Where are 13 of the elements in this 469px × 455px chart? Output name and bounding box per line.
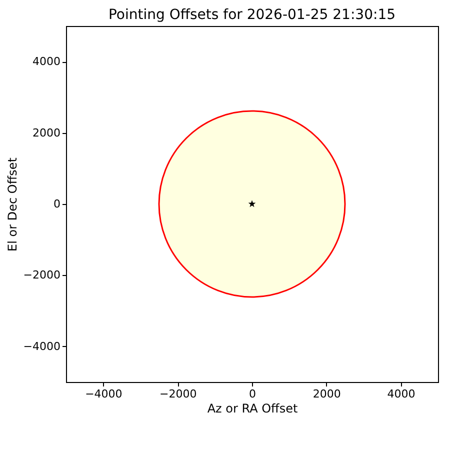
x-tick-label: −4000 <box>85 388 122 400</box>
x-axis-title: Az or RA Offset <box>207 402 298 416</box>
x-tick-label: 4000 <box>387 388 416 400</box>
x-tick-label: −2000 <box>159 388 197 400</box>
y-tick-label: 2000 <box>32 126 60 140</box>
chart-title: Pointing Offsets for 2026-01-25 21:30:15 <box>108 7 396 23</box>
y-axis-title: El or Dec Offset <box>5 157 20 252</box>
x-tick-label: 2000 <box>312 388 341 400</box>
y-tick-label: 0 <box>54 198 60 210</box>
y-tick-label: 4000 <box>32 55 60 68</box>
x-tick-label: 0 <box>249 388 256 400</box>
y-tick-label: −4000 <box>23 340 60 353</box>
y-tick-label: −2000 <box>23 268 60 282</box>
